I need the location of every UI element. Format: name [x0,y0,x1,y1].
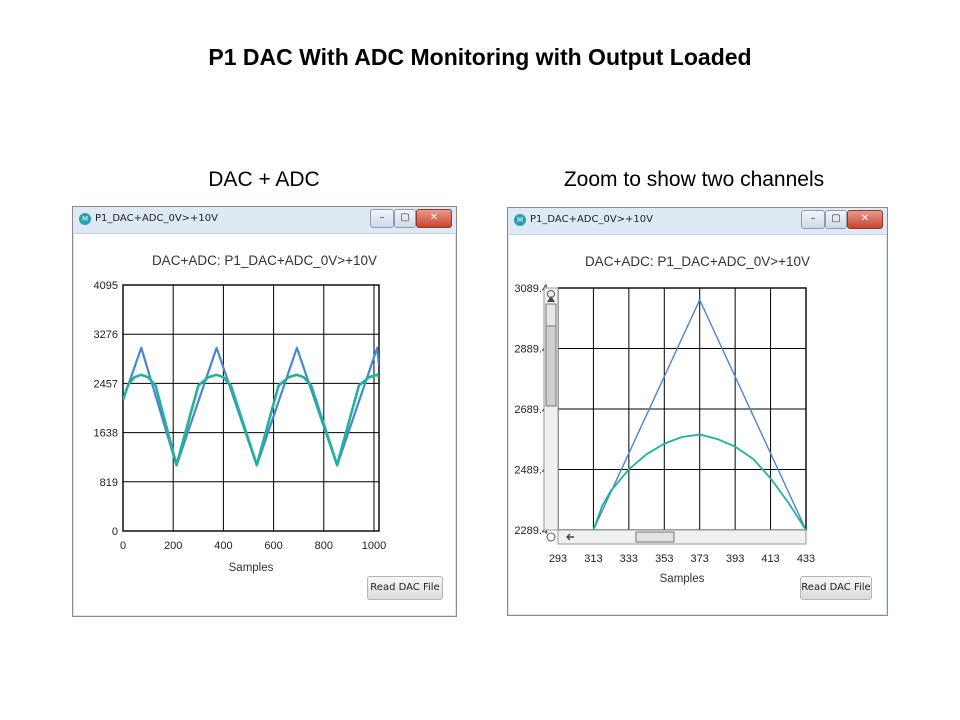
horizontal-scrollbar [557,529,807,545]
x-tick-label: 1000 [362,540,386,552]
read-dac-file-button[interactable]: Read DAC File [367,576,443,600]
x-tick-label: 293 [549,553,567,565]
chart-title: DAC+ADC: P1_DAC+ADC_0V>+10V [584,254,811,269]
plot-area [122,284,380,532]
adc-series-line [123,373,379,467]
scroll-left-icon [566,533,574,541]
y-tick-label: 2689.4 [514,404,548,416]
x-axis-label: Samples [229,562,274,574]
horizontal-scrollbar-thumb [635,531,675,543]
right-panel-caption: Zoom to show two channels [563,168,825,191]
read-dac-file-button[interactable]: Read DAC File [800,576,872,600]
y-tick-label: 4095 [94,280,118,292]
dac-series-line [592,299,806,530]
y-tick-label: 3276 [94,329,118,341]
vertical-scrollbar-thumb [545,325,557,407]
x-tick-label: 373 [691,553,709,565]
window-titlebar[interactable]: M P1_DAC+ADC_0V>+10V – ▢ ✕ [508,208,887,235]
x-tick-label: 200 [164,540,182,552]
window-titlebar[interactable]: M P1_DAC+ADC_0V>+10V – ▢ ✕ [73,207,456,234]
y-tick-label: 1638 [94,428,118,440]
y-tick-label: 3089.4 [514,283,548,295]
window-title: P1_DAC+ADC_0V>+10V [95,213,218,224]
y-tick-label: 2289.4 [514,525,548,537]
y-tick-label: 819 [100,477,118,489]
app-icon: M [514,214,526,226]
x-tick-label: 0 [120,540,126,552]
close-button[interactable]: ✕ [847,210,883,229]
x-tick-label: 400 [214,540,232,552]
x-tick-label: 313 [584,553,602,565]
x-tick-label: 600 [264,540,282,552]
scroll-up-icon [547,296,555,302]
window-title: P1_DAC+ADC_0V>+10V [530,214,653,225]
y-tick-label: 2489.4 [514,465,548,477]
adc-series-line [592,433,806,530]
slide-title: P1 DAC With ADC Monitoring with Output L… [208,44,752,70]
close-button[interactable]: ✕ [416,209,452,228]
maximize-button[interactable]: ▢ [825,210,847,229]
vertical-scrollbar-thumb [545,303,557,327]
zoom-chart: 293 313 333 353 373 393 413 433 2289.4 2489.4 2689… [514,283,815,585]
minimize-button[interactable]: – [801,210,825,229]
x-tick-label: 433 [797,553,815,565]
dac-adc-chart: 0 200 400 600 800 1000 0 819 1638 2457 3276 4095 Sam… [94,280,387,574]
app-icon: M [79,213,91,225]
y-tick-label: 2457 [94,378,118,390]
left-panel-caption: DAC + ADC [208,168,320,191]
minimize-button[interactable]: – [370,209,394,228]
x-tick-label: 800 [315,540,333,552]
y-tick-label: 2889.4 [514,344,548,356]
zoom-icon [547,290,555,298]
x-tick-label: 413 [761,553,779,565]
x-axis-label: Samples [660,573,705,585]
maximize-button[interactable]: ▢ [394,209,416,228]
zoom-window: M P1_DAC+ADC_0V>+10V – ▢ ✕ DAC+ADC: P1_D… [507,207,888,616]
zoom-reset-icon [546,532,556,542]
x-tick-label: 353 [655,553,673,565]
y-tick-label: 0 [112,526,118,538]
x-tick-label: 333 [620,553,638,565]
chart-title: DAC+ADC: P1_DAC+ADC_0V>+10V [151,253,378,268]
x-tick-label: 393 [726,553,744,565]
dac-adc-window: M P1_DAC+ADC_0V>+10V – ▢ ✕ DAC+ADC: P1_D… [72,206,457,617]
